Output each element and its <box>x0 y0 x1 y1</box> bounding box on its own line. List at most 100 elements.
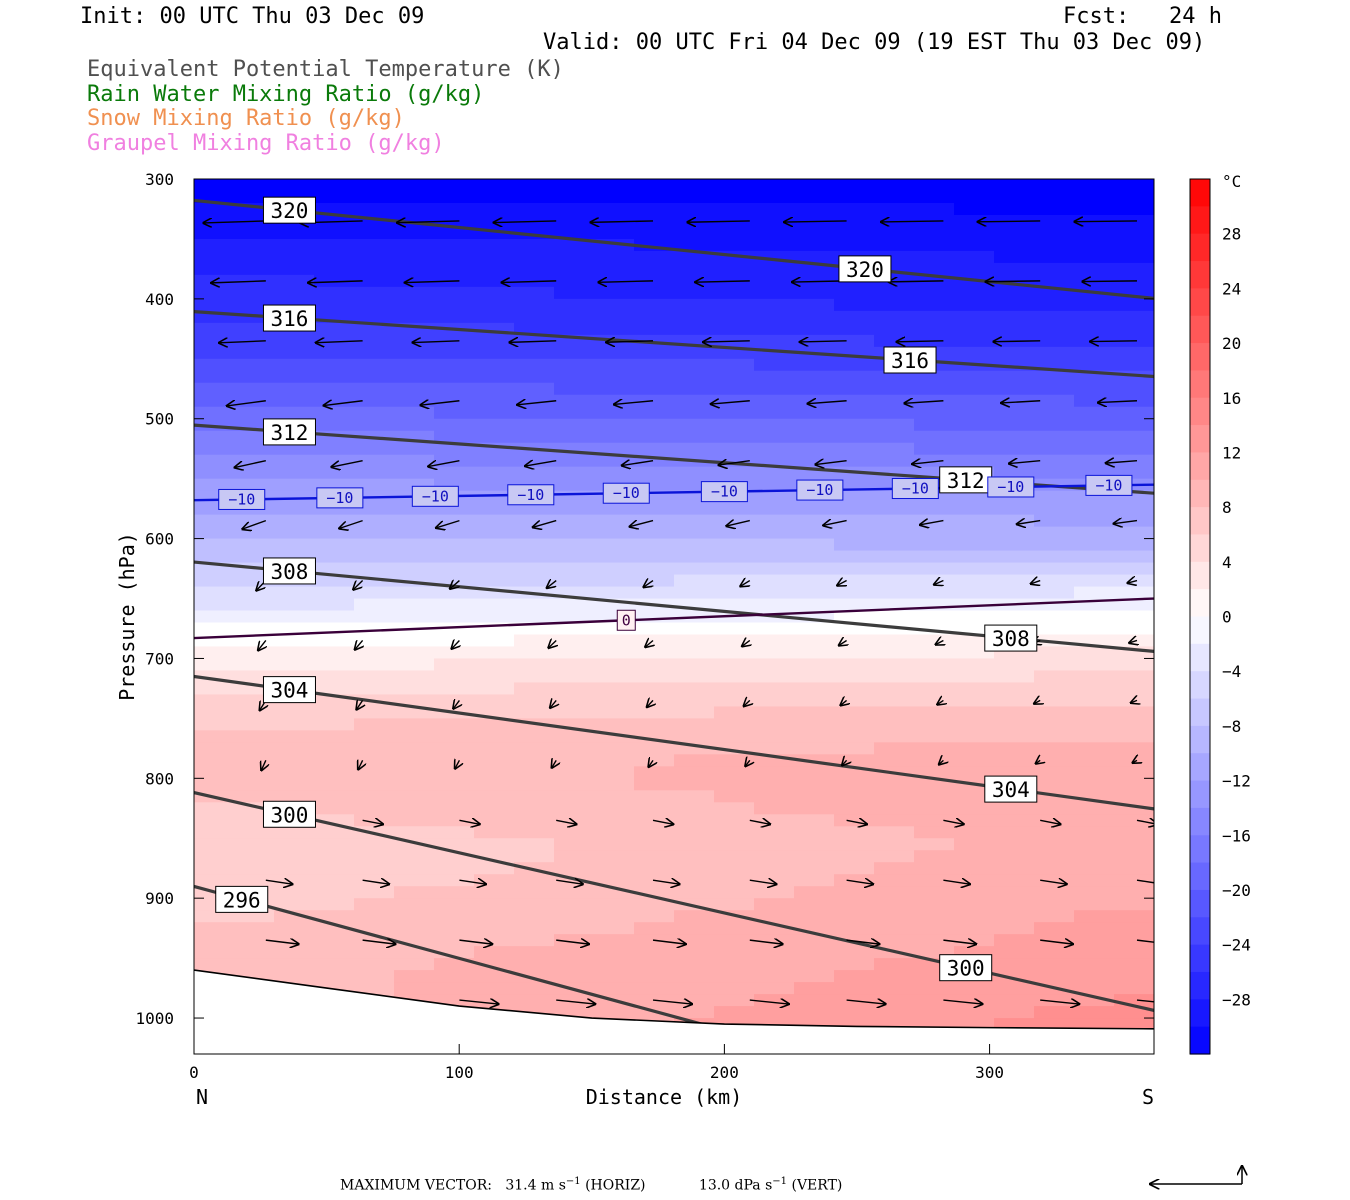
temperature-cell <box>594 646 635 660</box>
temperature-cell <box>474 466 515 480</box>
temperature-cell <box>594 766 635 779</box>
temperature-cell <box>234 934 275 947</box>
temperature-cell <box>754 562 795 576</box>
temperature-cell <box>474 394 515 408</box>
temperature-cell <box>594 538 635 552</box>
temperature-cell <box>754 262 795 276</box>
wind-vector <box>362 880 390 884</box>
temperature-cell <box>754 898 795 911</box>
temperature-cell <box>1114 622 1154 636</box>
temperature-cell <box>354 598 395 612</box>
temperature-cell <box>1034 850 1075 863</box>
temperature-cell <box>714 322 755 336</box>
temperature-cell <box>834 238 875 252</box>
temperature-cell <box>634 778 675 791</box>
colorbar-swatch <box>1190 425 1210 454</box>
temperature-cell <box>994 370 1035 384</box>
temperature-cell <box>434 646 475 660</box>
colorbar-tick-label: 28 <box>1222 225 1241 244</box>
temperature-cell <box>674 658 715 672</box>
temperature-cell <box>314 850 355 863</box>
temperature-cell <box>754 442 795 456</box>
temperature-cell <box>954 370 995 384</box>
temperature-cell <box>1074 454 1115 468</box>
temperature-cell <box>594 862 635 875</box>
temperature-cell <box>834 382 875 396</box>
temperature-cell <box>1034 262 1075 276</box>
isotherm-label: −10 <box>987 476 1035 498</box>
temperature-cell <box>674 394 715 408</box>
temperature-cell <box>1074 838 1115 851</box>
temperature-cell <box>794 982 835 995</box>
temperature-cell <box>434 754 475 767</box>
theta-e-label-text: 308 <box>992 627 1030 651</box>
temperature-cell <box>794 970 835 983</box>
temperature-cell <box>554 430 595 444</box>
isotherm-label: −10 <box>411 485 459 507</box>
temperature-cell <box>194 442 235 456</box>
temperature-cell <box>234 262 275 276</box>
temperature-cell <box>794 322 835 336</box>
temperature-cell <box>1074 538 1115 552</box>
temperature-cell <box>354 394 395 408</box>
temperature-cell <box>314 958 355 971</box>
temperature-cell <box>634 250 675 264</box>
temperature-cell <box>794 358 835 372</box>
wind-vector <box>800 341 847 342</box>
temperature-cell <box>714 766 755 779</box>
temperature-cell <box>514 898 555 911</box>
temperature-cell <box>674 982 715 995</box>
temperature-cell <box>754 1006 795 1019</box>
temperature-cell <box>314 826 355 839</box>
temperature-cell <box>754 574 795 588</box>
temperature-cell <box>634 202 675 216</box>
temperature-cell <box>434 226 475 240</box>
temperature-cell <box>314 658 355 672</box>
temperature-cell <box>674 970 715 983</box>
temperature-cell <box>874 658 915 672</box>
temperature-cell <box>194 778 235 791</box>
temperature-cell <box>394 850 435 863</box>
temperature-cell <box>474 179 515 192</box>
temperature-cell <box>1114 850 1154 863</box>
temperature-cell <box>954 346 995 360</box>
temperature-cell <box>514 526 555 540</box>
theta-e-label-box <box>215 885 269 913</box>
wind-vector <box>1132 760 1137 763</box>
vert-max-value: 13.0 dPa s <box>698 1177 773 1194</box>
temperature-cell <box>554 286 595 300</box>
wind-vector <box>985 281 1041 282</box>
temperature-cell <box>754 790 795 803</box>
temperature-cell <box>314 526 355 540</box>
wind-vector <box>261 760 266 770</box>
temperature-cell <box>354 778 395 791</box>
temperature-cell <box>1034 682 1075 696</box>
temperature-cell <box>914 922 955 935</box>
temperature-cell <box>994 1006 1035 1019</box>
temperature-cell <box>514 682 555 696</box>
temperature-cell <box>794 742 835 755</box>
wind-vector <box>459 1000 498 1004</box>
temperature-cell <box>674 202 715 216</box>
field-title-rain: Rain Water Mixing Ratio (g/kg) <box>87 82 485 107</box>
temperature-cell <box>514 238 555 252</box>
temperature-cell <box>194 322 235 336</box>
temperature-cell <box>994 754 1035 767</box>
temperature-cell <box>1114 910 1154 923</box>
colorbar-swatch <box>1190 370 1210 399</box>
temperature-cell <box>634 754 675 767</box>
temperature-cell <box>874 994 915 1007</box>
theta-e-line-304 <box>194 674 1154 811</box>
temperature-cell <box>1114 250 1154 264</box>
temperature-cell <box>834 778 875 791</box>
temperature-cell <box>994 838 1035 851</box>
temperature-cell <box>794 226 835 240</box>
temperature-cell <box>354 838 395 851</box>
temperature-cell <box>954 754 995 767</box>
temperature-cell <box>514 706 555 719</box>
temperature-cell <box>1034 310 1075 324</box>
x-tick-label: 100 <box>445 1063 474 1082</box>
temperature-cell <box>714 262 755 276</box>
temperature-cell <box>754 286 795 300</box>
temperature-cell <box>434 406 475 420</box>
